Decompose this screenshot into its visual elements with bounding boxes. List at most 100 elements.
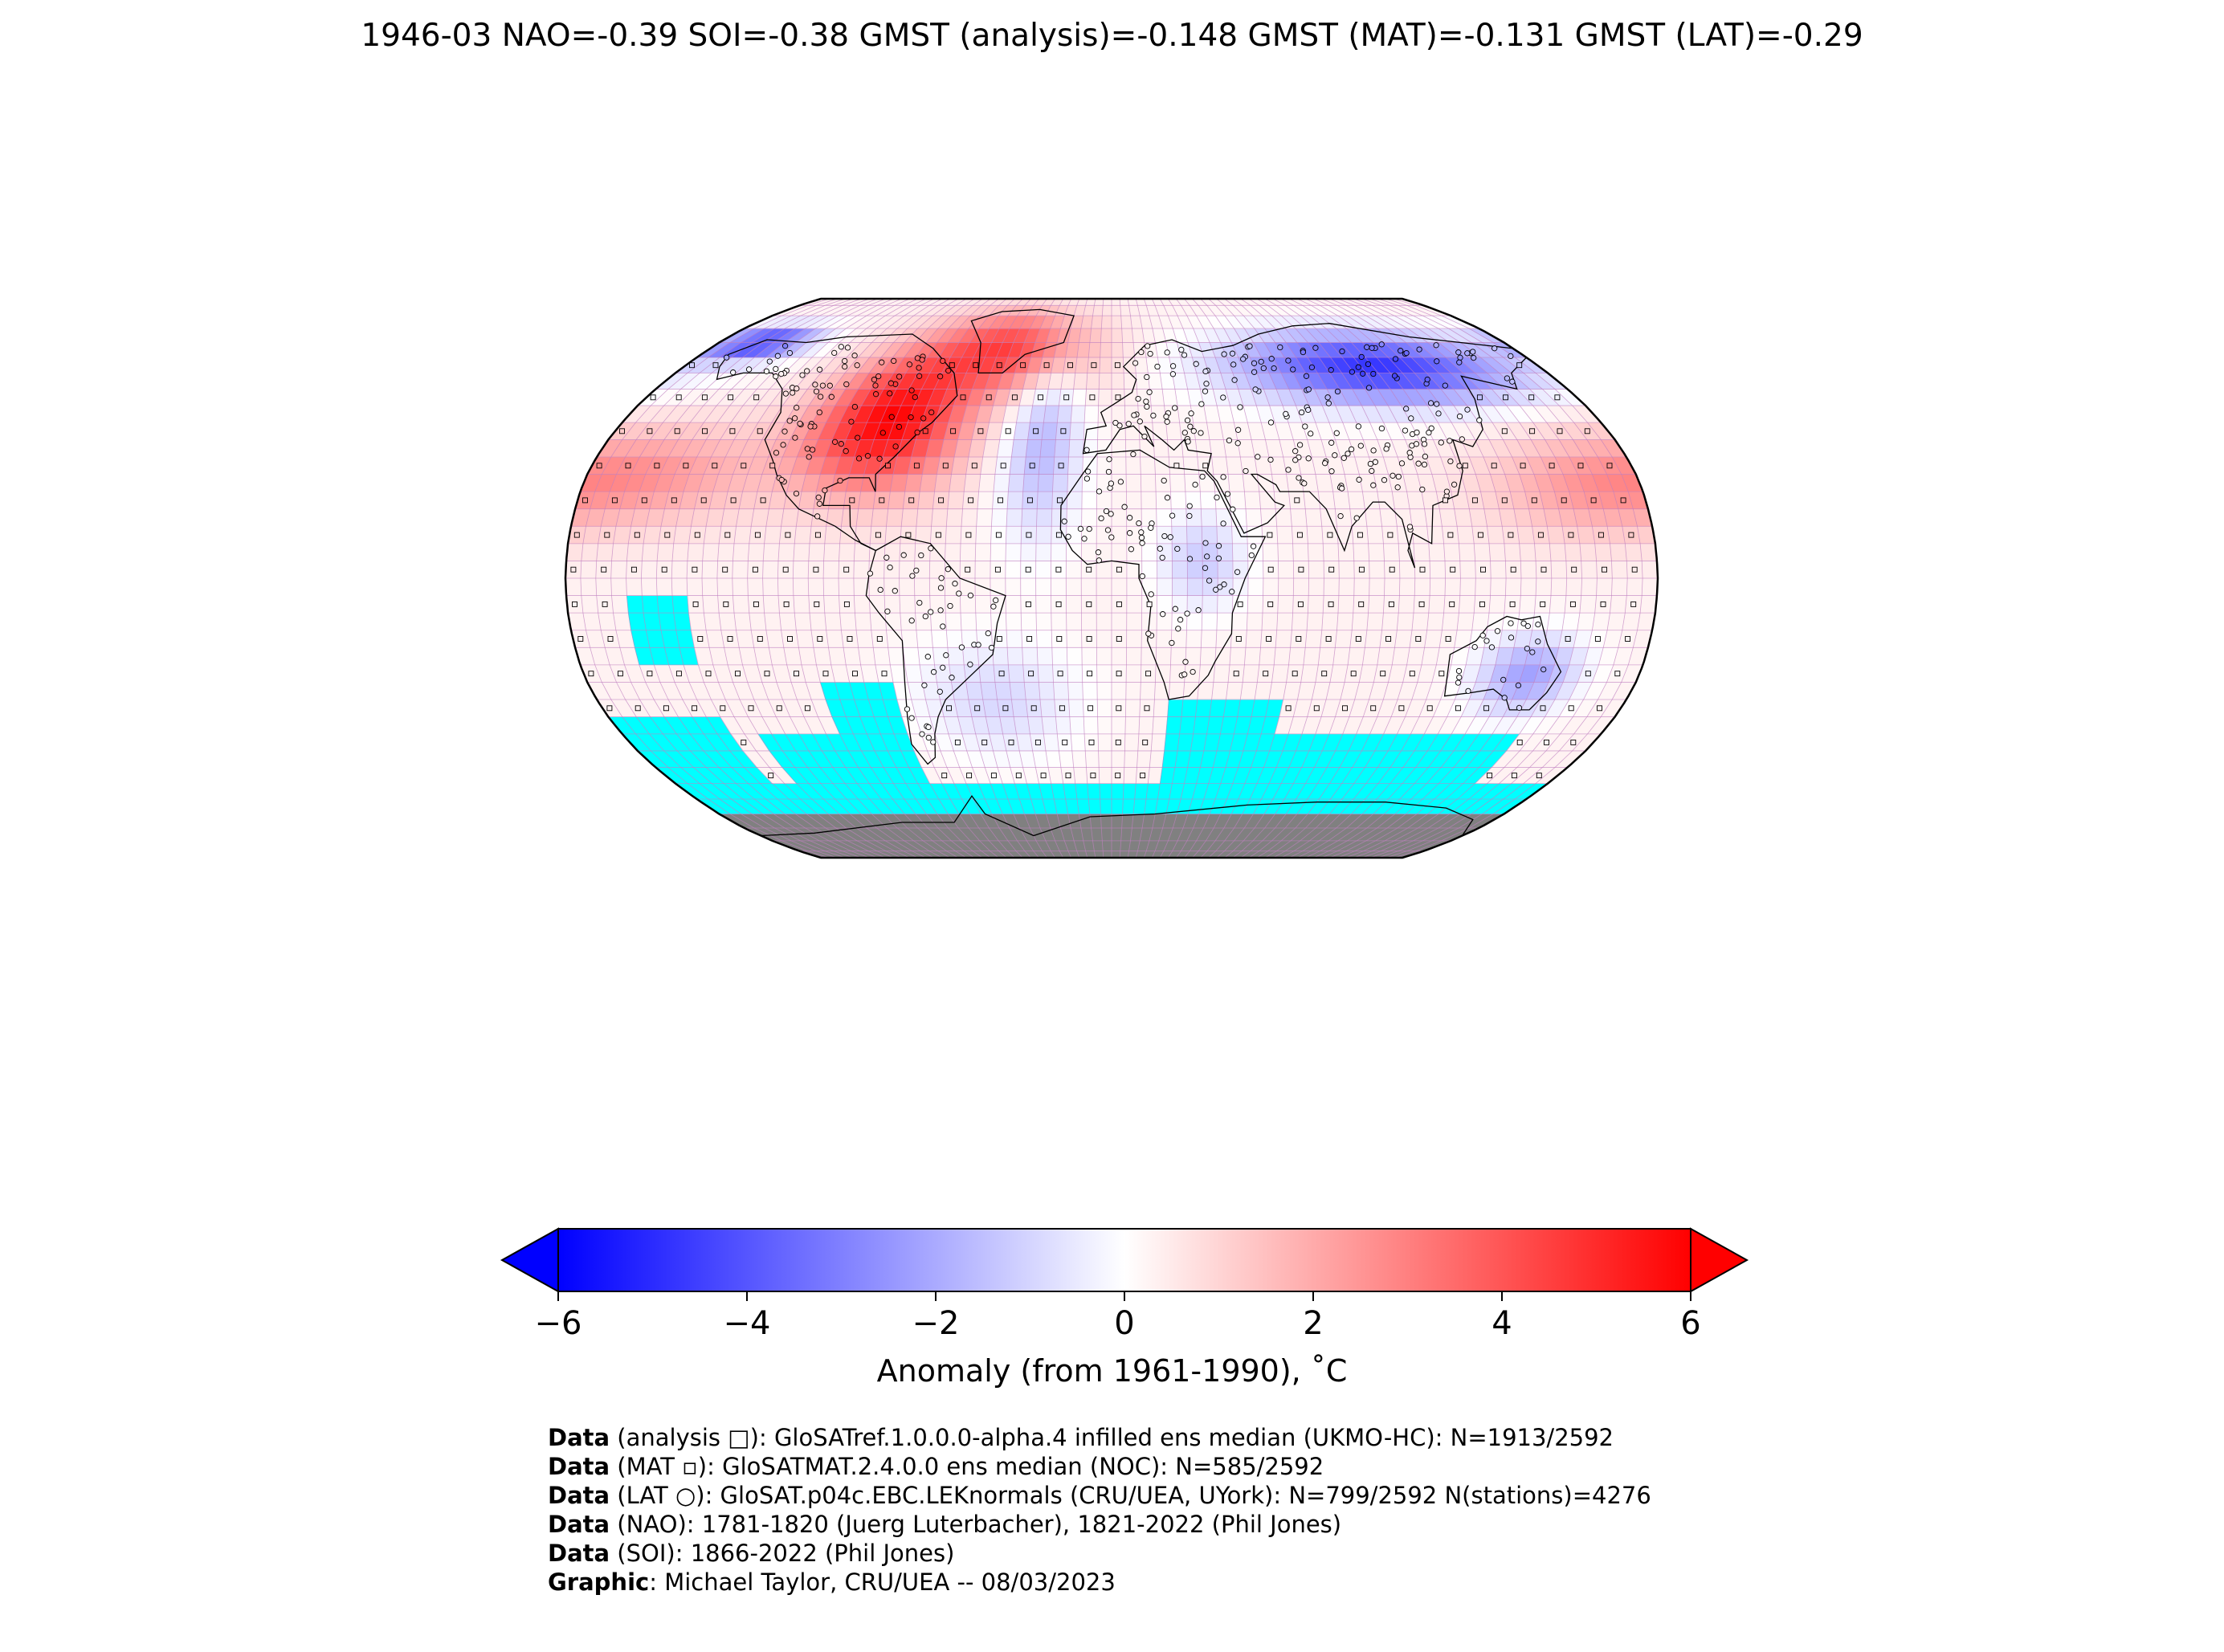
grid-cell	[960, 543, 977, 561]
coastline-antarctica	[761, 794, 1474, 837]
grid-cell	[1292, 543, 1309, 561]
meridian-line	[883, 299, 991, 858]
grid-cell	[1271, 664, 1289, 683]
grid-cell	[1006, 508, 1022, 527]
grid-cell	[610, 561, 627, 579]
grid-cell	[1347, 647, 1365, 666]
station-marker	[1471, 354, 1477, 361]
station-marker	[778, 370, 785, 377]
station-marker	[877, 586, 883, 593]
grid-cell	[1164, 733, 1180, 752]
grid-cell	[1362, 491, 1381, 509]
station-marker	[1182, 659, 1189, 665]
grid-cell	[1549, 595, 1567, 614]
credit-line: Data (NAO): 1781-1820 (Juerg Luterbacher…	[548, 1510, 1651, 1539]
grid-cell	[1153, 439, 1169, 458]
grid-cell	[1278, 561, 1294, 579]
grid-cell	[1111, 827, 1123, 842]
station-marker	[1217, 584, 1223, 590]
station-marker	[1157, 545, 1163, 552]
grid-cell	[899, 577, 916, 596]
credit-label: Data	[548, 1511, 610, 1538]
station-marker	[1443, 488, 1451, 495]
ocean-cell-marker	[1067, 362, 1073, 369]
station-marker	[1199, 473, 1206, 480]
ocean-cell-marker	[1388, 601, 1394, 607]
ocean-cell-marker	[769, 463, 776, 469]
grid-cell	[762, 543, 780, 561]
grid-cell	[1100, 328, 1112, 343]
ocean-cell-marker	[760, 497, 766, 504]
grid-cell	[1124, 733, 1140, 752]
ocean-cell-marker	[1011, 394, 1018, 401]
station-marker	[1234, 426, 1242, 433]
station-marker	[1492, 345, 1498, 352]
grid-cell	[1081, 491, 1097, 509]
grid-cell	[1641, 561, 1658, 579]
station-marker	[922, 613, 928, 620]
grid-cell	[1088, 798, 1101, 814]
grid-cell	[1073, 767, 1088, 784]
grid-cell	[1067, 647, 1083, 666]
ocean-cell-marker	[776, 705, 782, 712]
grid-cell	[1323, 577, 1340, 596]
ocean-cell-marker	[1294, 497, 1300, 504]
ocean-cell-marker	[1015, 773, 1022, 779]
grid-cell	[1592, 612, 1610, 631]
station-marker	[781, 428, 788, 434]
ocean-cell-marker	[1059, 705, 1065, 712]
station-marker	[1378, 425, 1385, 432]
meridian-line	[1232, 299, 1340, 858]
station-marker	[1139, 573, 1145, 580]
grid-cell	[1550, 561, 1567, 579]
grid-cell	[1059, 750, 1075, 768]
station-marker	[1252, 386, 1259, 393]
grid-cell	[1394, 630, 1413, 648]
ocean-cell-marker	[1450, 566, 1456, 573]
meridian-line	[762, 299, 926, 858]
grid-cell	[1201, 508, 1218, 527]
station-marker	[1520, 620, 1527, 626]
ocean-cell-marker	[1585, 671, 1591, 677]
meridian-line	[1184, 299, 1249, 858]
credit-label: Data	[548, 1540, 610, 1567]
grid-cell	[1097, 733, 1112, 752]
station-marker	[918, 552, 924, 559]
grid-cell	[1005, 543, 1022, 561]
ocean-cell-marker	[1088, 705, 1094, 712]
grid-cell	[1215, 630, 1232, 648]
station-marker	[1296, 442, 1304, 448]
ocean-cell-marker	[1091, 362, 1097, 369]
ocean-cell-marker	[573, 532, 580, 538]
ocean-cell-marker	[995, 532, 1002, 538]
station-marker	[1372, 459, 1379, 465]
grid-cell	[1520, 577, 1537, 596]
station-marker	[1117, 479, 1124, 485]
grid-cell	[1459, 577, 1476, 596]
grid-cell	[945, 543, 961, 561]
ocean-cell-marker	[582, 497, 588, 504]
grid-cell	[1039, 456, 1055, 475]
station-marker	[924, 654, 931, 660]
ocean-cell-marker	[764, 671, 770, 677]
grid-cell	[716, 577, 733, 596]
grid-cell	[945, 612, 962, 631]
grid-cell	[1097, 405, 1112, 423]
grid-cell	[1231, 525, 1248, 545]
station-marker	[1370, 370, 1377, 377]
grid-cell	[658, 612, 677, 631]
station-marker	[943, 652, 949, 659]
grid-cell	[975, 612, 992, 631]
ocean-cell-marker	[1449, 601, 1455, 607]
grid-cell	[1066, 595, 1082, 614]
grid-cell	[779, 612, 797, 631]
station-marker	[1456, 413, 1463, 420]
ocean-cell-marker	[1116, 671, 1122, 677]
grid-cell	[764, 525, 781, 545]
ocean-cell-marker	[1292, 671, 1298, 677]
grid-cell	[1073, 373, 1088, 390]
grid-cell	[1125, 699, 1141, 717]
ocean-cell-marker	[1350, 671, 1357, 677]
grid-cell	[1069, 716, 1085, 735]
ocean-cell-marker	[1060, 428, 1067, 434]
